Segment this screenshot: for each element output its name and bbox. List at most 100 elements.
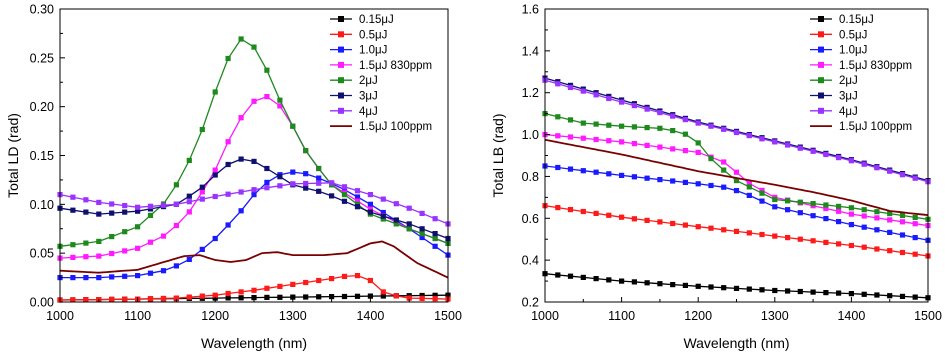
legend-item: 1.0μJ xyxy=(810,45,867,57)
data-point-marker xyxy=(367,209,373,215)
data-point-marker xyxy=(580,208,586,215)
legend-label: 1.5μJ 100ppm xyxy=(359,121,432,133)
data-point-marker xyxy=(122,229,128,235)
data-point-marker xyxy=(836,241,842,247)
data-point-marker xyxy=(199,196,205,202)
data-point-marker xyxy=(823,239,829,245)
data-point-marker xyxy=(708,156,714,162)
series-line xyxy=(59,240,449,279)
data-point-marker xyxy=(367,293,373,299)
data-point-marker xyxy=(135,224,141,230)
data-point-marker xyxy=(303,171,309,177)
y-tick-label: 1.4 xyxy=(522,44,539,58)
legend-marker xyxy=(338,31,344,38)
x-tick-label: 1000 xyxy=(46,309,74,323)
data-point-marker xyxy=(251,287,257,293)
x-tick-label: 1400 xyxy=(356,309,384,323)
y-tick-label: 0.30 xyxy=(30,3,54,17)
legend-label: 4μJ xyxy=(359,106,378,118)
data-point-marker xyxy=(83,240,89,246)
data-point-marker xyxy=(380,289,386,295)
data-point-marker xyxy=(733,169,740,175)
x-tick-label: 1100 xyxy=(608,309,635,323)
data-point-marker xyxy=(746,286,752,292)
data-point-marker xyxy=(810,238,816,244)
data-point-marker xyxy=(887,217,893,223)
data-point-marker xyxy=(277,103,283,109)
data-point-marker xyxy=(316,294,322,300)
data-point-marker xyxy=(836,203,842,209)
data-point-marker xyxy=(70,207,76,213)
data-point-marker xyxy=(555,272,561,278)
data-point-marker xyxy=(83,209,89,215)
data-point-marker xyxy=(848,222,854,228)
legend-marker xyxy=(818,16,824,22)
data-point-marker xyxy=(173,295,179,301)
data-point-marker xyxy=(606,122,612,128)
data-point-marker xyxy=(772,287,778,294)
data-point-marker xyxy=(848,291,854,297)
data-point-marker xyxy=(135,273,141,279)
data-point-marker xyxy=(670,220,676,227)
data-point-marker xyxy=(567,134,574,140)
data-point-marker xyxy=(593,121,599,127)
data-point-marker xyxy=(122,273,128,279)
data-point-marker xyxy=(173,222,179,229)
data-point-marker xyxy=(887,168,893,174)
data-point-marker xyxy=(631,124,637,130)
x-tick-label: 1000 xyxy=(531,309,559,323)
data-point-marker xyxy=(657,110,663,116)
data-point-marker xyxy=(341,192,348,198)
x-axis-label: Wavelength (nm) xyxy=(201,335,307,351)
data-point-marker xyxy=(70,254,76,260)
legend-marker xyxy=(818,46,824,53)
data-point-marker xyxy=(238,295,244,301)
data-point-marker xyxy=(238,156,244,162)
y-tick-label: 0.4 xyxy=(522,254,539,268)
data-point-marker xyxy=(746,133,752,139)
data-point-marker xyxy=(173,201,179,207)
data-point-marker xyxy=(644,142,650,148)
data-point-marker xyxy=(277,174,283,180)
data-point-marker xyxy=(419,210,425,216)
data-point-marker xyxy=(380,293,386,299)
data-point-marker xyxy=(785,207,791,213)
data-point-marker xyxy=(147,203,154,209)
data-point-marker xyxy=(619,278,625,284)
data-point-marker xyxy=(848,242,854,249)
lb-chart-panel: 1000 1100 1200 1300 1400 1500 0.2 0.4 0.6 0.8 1.0 1… xyxy=(490,3,942,352)
data-point-marker xyxy=(631,141,637,147)
data-point-marker xyxy=(212,193,218,200)
data-point-marker xyxy=(555,205,561,211)
legend-label: 1.5μJ 830ppm xyxy=(359,60,432,72)
legend-label: 1.0μJ xyxy=(359,45,387,57)
data-point-marker xyxy=(96,238,102,244)
data-point-marker xyxy=(619,99,625,105)
data-point-marker xyxy=(899,249,906,256)
series xyxy=(542,111,931,222)
legend-item: 0.5μJ xyxy=(330,29,387,41)
ld-chart-panel: 1000 1100 1200 1300 1400 1500 0.00 0.05 0.10 0.15… xyxy=(5,3,462,352)
series xyxy=(57,156,451,242)
data-point-marker xyxy=(772,204,778,210)
data-point-marker xyxy=(186,294,192,300)
data-point-marker xyxy=(290,169,296,175)
data-point-marker xyxy=(567,117,574,123)
data-point-marker xyxy=(644,125,650,131)
data-point-marker xyxy=(406,221,412,227)
data-point-marker xyxy=(160,202,167,208)
data-point-marker xyxy=(772,139,778,145)
data-point-marker xyxy=(695,140,701,146)
data-point-marker xyxy=(290,281,296,287)
legend-marker xyxy=(338,46,344,53)
series xyxy=(57,180,451,227)
legend-label: 0.5μJ xyxy=(839,29,867,41)
series xyxy=(544,138,929,216)
data-point-marker xyxy=(567,273,574,279)
data-point-marker xyxy=(419,292,425,299)
data-point-marker xyxy=(810,213,816,219)
y-tick-label: 1.0 xyxy=(522,128,539,142)
data-point-marker xyxy=(70,194,76,200)
y-axis-label: Total LD (rad) xyxy=(5,113,21,198)
data-point-marker xyxy=(303,279,309,286)
